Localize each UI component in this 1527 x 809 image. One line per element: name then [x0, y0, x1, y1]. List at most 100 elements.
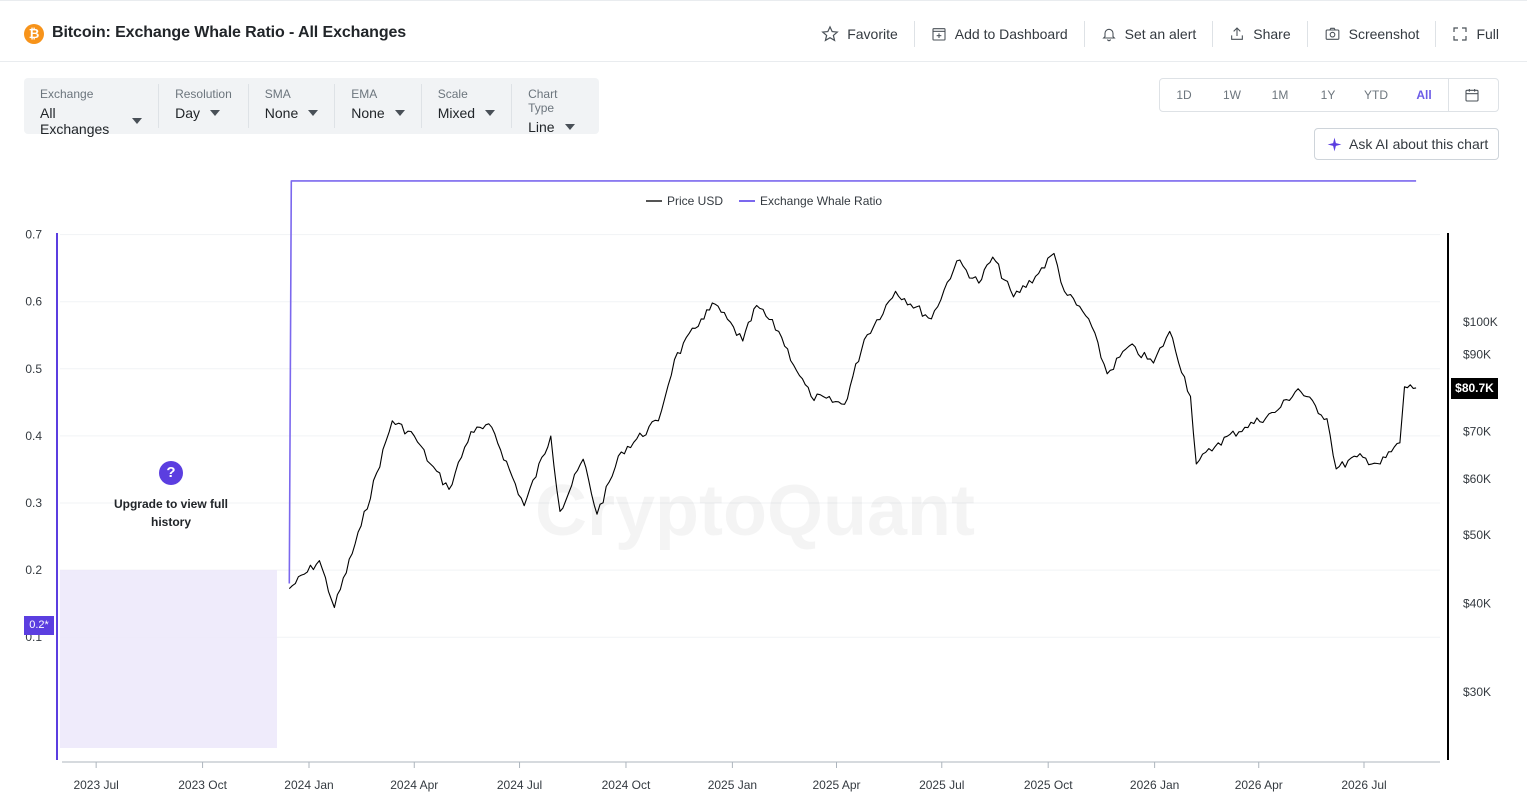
- resolution-select-label: Resolution: [175, 87, 232, 101]
- x-axis-tick-label: 2025 Oct: [1024, 778, 1073, 792]
- sma-select-value: None: [264, 105, 299, 121]
- chevron-down-icon: [394, 110, 405, 116]
- chevron-down-icon: [308, 110, 319, 116]
- add-to-dashboard-label: Add to Dashboard: [954, 26, 1068, 42]
- chevron-down-icon: [485, 110, 496, 116]
- exchange-select-value: All Exchanges: [40, 105, 110, 137]
- fullscreen-button[interactable]: Full: [1436, 21, 1499, 47]
- calendar-icon: [1464, 89, 1479, 102]
- x-axis-tick-label: 2024 Jul: [497, 778, 542, 792]
- chevron-down-icon: [564, 124, 575, 130]
- current-price-badge: $80.7K: [1451, 378, 1498, 399]
- chart-header: ₿ Bitcoin: Exchange Whale Ratio - All Ex…: [0, 0, 1527, 62]
- bitcoin-coin-icon: ₿: [24, 24, 44, 44]
- x-axis-tick-label: 2026 Jan: [1130, 778, 1179, 792]
- exchange-select-label: Exchange: [40, 87, 94, 101]
- x-axis-tick-label: 2024 Apr: [390, 778, 438, 792]
- range-1m-button[interactable]: 1M: [1271, 88, 1289, 102]
- screenshot-label: Screenshot: [1348, 26, 1420, 42]
- date-picker-button[interactable]: [1448, 78, 1494, 112]
- right-axis-tick-label: $50K: [1463, 528, 1491, 542]
- chart-canvas[interactable]: CryptoQuant Price USD Exchange Whale Rati…: [0, 180, 1527, 809]
- left-axis-tick-label: 0.6: [25, 295, 42, 309]
- chart-type-select-label: Chart Type: [528, 87, 558, 115]
- sma-select[interactable]: SMA None: [249, 84, 336, 128]
- legend-label[interactable]: Price USD: [667, 194, 723, 208]
- left-axis-tick-label: 0.3: [25, 496, 42, 510]
- scale-select-label: Scale: [437, 87, 468, 101]
- legend-label[interactable]: Exchange Whale Ratio: [760, 194, 882, 208]
- star-icon: [821, 25, 839, 42]
- ask-ai-label: Ask AI about this chart: [1349, 136, 1489, 152]
- dashboard-add-icon: [932, 28, 946, 41]
- chart-legend: Price USD Exchange Whale Ratio: [646, 194, 882, 208]
- x-axis-tick-label: 2025 Jan: [708, 778, 757, 792]
- right-axis-tick-label: $40K: [1463, 597, 1491, 611]
- exchange-select[interactable]: Exchange All Exchanges: [24, 84, 160, 137]
- ask-ai-button[interactable]: Ask AI about this chart: [1314, 128, 1499, 160]
- fullscreen-label: Full: [1476, 26, 1499, 42]
- right-axis-tick-label: $90K: [1463, 347, 1491, 361]
- left-axis-tick-label: 0.7: [25, 228, 42, 242]
- time-range-selector: 1D 1W 1M 1Y YTD All: [1159, 78, 1499, 112]
- question-icon: ?: [159, 461, 183, 485]
- range-all-button[interactable]: All: [1416, 88, 1432, 102]
- x-axis-tick-label: 2023 Jul: [73, 778, 118, 792]
- set-alert-label: Set an alert: [1124, 26, 1197, 42]
- upgrade-text: Upgrade to view full history: [113, 497, 228, 529]
- share-button[interactable]: Share: [1213, 21, 1308, 47]
- chevron-down-icon: [209, 110, 220, 116]
- share-label: Share: [1253, 26, 1291, 42]
- left-axis-tick-label: 0.5: [25, 362, 42, 376]
- left-axis: 0.10.20.30.40.50.60.70.8: [25, 228, 42, 645]
- series-exchange-whale-ratio-line: [288, 180, 1417, 584]
- chart-type-select[interactable]: Chart Type Line: [512, 84, 599, 135]
- sparkle-icon: [1327, 137, 1342, 151]
- camera-icon: [1325, 27, 1339, 40]
- set-alert-button[interactable]: Set an alert: [1085, 21, 1214, 47]
- bell-icon: [1102, 28, 1116, 42]
- chart-grid: [60, 234, 1440, 638]
- range-1w-button[interactable]: 1W: [1223, 88, 1241, 102]
- x-axis: 2023 Jul 2023 Oct 2024 Jan 2024 Apr 2024 Jul…: [62, 761, 1440, 792]
- right-axis-tick-label: $70K: [1463, 425, 1491, 439]
- ema-select-value: None: [351, 105, 385, 121]
- series-price-usd-line: [288, 252, 1417, 609]
- range-1d-button[interactable]: 1D: [1176, 88, 1192, 102]
- right-axis-tick-label: $100K: [1463, 315, 1498, 329]
- right-axis: $30K $40K $50K $60K $70K $90K $100K: [1463, 315, 1498, 699]
- x-axis-tick-label: 2024 Jan: [284, 778, 333, 792]
- resolution-select[interactable]: Resolution Day: [159, 84, 249, 128]
- range-ytd-button[interactable]: YTD: [1364, 88, 1388, 102]
- screenshot-button[interactable]: Screenshot: [1308, 21, 1437, 47]
- chart-type-select-value: Line: [528, 119, 555, 135]
- ema-select-label: EMA: [351, 87, 378, 101]
- sma-select-label: SMA: [264, 87, 291, 101]
- current-ratio-badge: 0.2*: [24, 616, 54, 635]
- range-1y-button[interactable]: 1Y: [1320, 88, 1336, 102]
- ema-select[interactable]: EMA None: [335, 84, 422, 128]
- page-title: Bitcoin: Exchange Whale Ratio - All Exch…: [52, 24, 407, 41]
- right-axis-tick-label: $30K: [1463, 685, 1491, 699]
- x-axis-tick-label: 2025 Jul: [919, 778, 964, 792]
- x-axis-tick-label: 2026 Apr: [1235, 778, 1283, 792]
- x-axis-tick-label: 2026 Jul: [1341, 778, 1386, 792]
- scale-select-value: Mixed: [437, 105, 476, 121]
- chart-options-panel: Exchange All Exchanges Resolution Day SM…: [24, 78, 599, 137]
- header-actions: Favorite Add to Dashboard Set an alert S…: [805, 21, 1499, 47]
- resolution-select-value: Day: [175, 105, 200, 121]
- fullscreen-icon: [1453, 27, 1468, 41]
- chevron-down-icon: [132, 118, 143, 124]
- x-axis-tick-label: 2024 Oct: [602, 778, 651, 792]
- upgrade-prompt[interactable]: ? Upgrade to view full history: [100, 461, 242, 531]
- scale-select[interactable]: Scale Mixed: [422, 84, 513, 128]
- left-axis-tick-label: 0.2: [25, 563, 42, 577]
- favorite-button[interactable]: Favorite: [805, 21, 915, 47]
- add-to-dashboard-button[interactable]: Add to Dashboard: [915, 21, 1085, 47]
- right-axis-tick-label: $60K: [1463, 472, 1491, 486]
- favorite-label: Favorite: [847, 26, 898, 42]
- x-axis-tick-label: 2023 Oct: [178, 778, 227, 792]
- x-axis-tick-label: 2025 Apr: [812, 778, 860, 792]
- share-icon: [1231, 27, 1244, 40]
- locked-history-region: [60, 570, 277, 748]
